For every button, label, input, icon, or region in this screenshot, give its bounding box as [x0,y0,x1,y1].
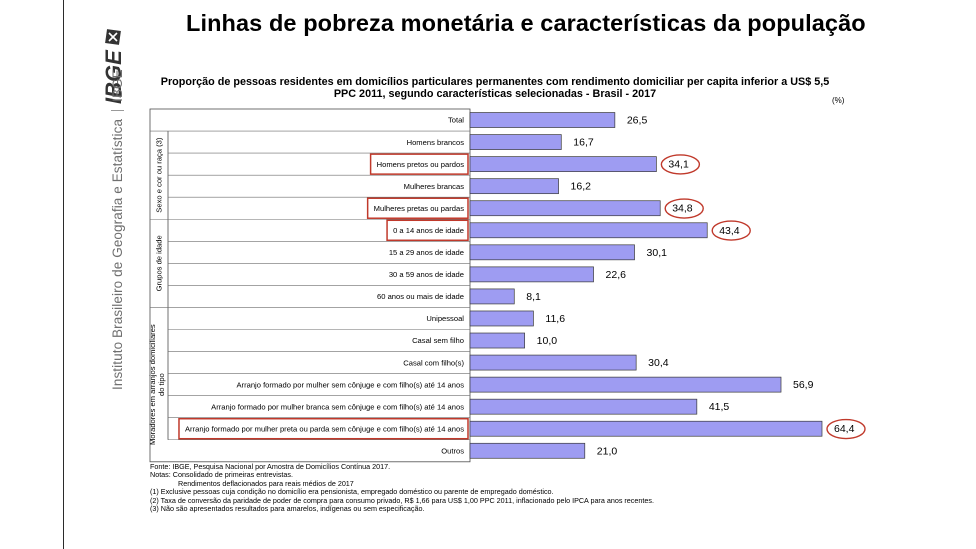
bar [469,310,534,327]
highlight-box [178,417,469,440]
left-border-line [63,0,64,549]
category-label: 30 a 59 anos de idade [389,270,464,279]
unit-label: (%) [832,96,845,105]
value-label: 10,0 [537,335,558,347]
group-label: Grupos de idade [155,235,164,291]
note-general: Notas: Consolidado de primeiras entrevis… [150,470,294,480]
category-label: Outros [441,446,464,455]
group-label: Sexo e cor ou raça (3) [155,137,164,213]
category-label: Arranjo formado por mulher branca sem cô… [211,402,464,411]
value-label: 43,4 [719,225,740,237]
value-label: 34,1 [668,159,689,171]
bar [469,332,526,349]
bar [469,200,661,217]
ibge-emblem-icon [105,29,121,45]
value-label: 34,8 [672,203,693,215]
bar [469,222,708,239]
category-label: Casal com filho(s) [403,358,464,367]
bar [469,178,559,195]
bar [469,266,594,283]
value-label: 8,1 [526,291,541,303]
highlight-circle [826,418,866,440]
note-source: Fonte: IBGE, Pesquisa Nacional por Amost… [150,462,391,471]
value-label: 16,7 [573,137,594,149]
category-label: Unipessoal [426,314,464,323]
value-label: 64,4 [834,423,855,435]
category-label: Mulheres brancas [404,182,465,191]
category-label: 0 a 14 anos de idade [393,226,464,235]
note-1: (1) Exclusive pessoas cuja condição no d… [150,487,554,497]
category-label: Homens brancos [407,138,465,147]
bar [469,376,782,393]
highlight-circle [711,220,751,241]
bar [469,354,637,371]
bar [469,112,616,128]
value-label: 11,6 [545,313,565,325]
category-label: Arranjo formado por mulher preta ou pard… [185,424,464,433]
note-3: (3) Não são apresentados resultados para… [150,504,425,514]
bar [469,442,586,459]
ibge-logo-text: IBGE [101,49,126,104]
value-label: 16,2 [571,181,592,193]
value-label: 30,4 [648,357,669,369]
bar [469,156,657,172]
category-label: Homens pretos ou pardos [377,160,465,169]
bar [469,420,823,437]
note-deflation: Rendimentos deflacionados para reais méd… [178,478,354,488]
category-label: 15 a 29 anos de idade [389,248,464,257]
group-label: Moradores em arranjos domiciliaresdo tip… [148,324,166,445]
value-label: 41,5 [709,401,730,413]
highlight-circle [664,198,704,219]
value-label: 26,5 [627,115,648,127]
bar [469,134,562,150]
note-2: (2) Taxa de conversão da paridade de pod… [150,495,654,505]
category-label: Casal sem filho [412,336,464,345]
category-label: Arranjo formado por mulher sem cônjuge e… [236,380,464,389]
bar [469,398,698,415]
category-label: Mulheres pretas ou pardas [374,204,465,213]
category-label: Total [448,116,464,125]
highlight-box [369,153,469,175]
ibge-logo: IBGE [101,29,126,104]
bar [469,244,635,261]
value-label: 21,0 [597,445,618,457]
highlight-box [386,219,469,242]
value-label: 22,6 [606,269,627,281]
category-label: 60 anos ou mais de idade [377,292,464,301]
value-label: 56,9 [793,379,814,391]
chart-title: Proporção de pessoas residentes em domic… [160,76,830,100]
value-label: 30,1 [647,247,668,259]
page-title: Linhas de pobreza monetária e caracterís… [186,10,866,36]
highlight-box [366,197,469,219]
bar [469,288,515,305]
highlight-circle [660,154,701,175]
chart-notes: Fonte: IBGE, Pesquisa Nacional por Amost… [150,462,654,514]
